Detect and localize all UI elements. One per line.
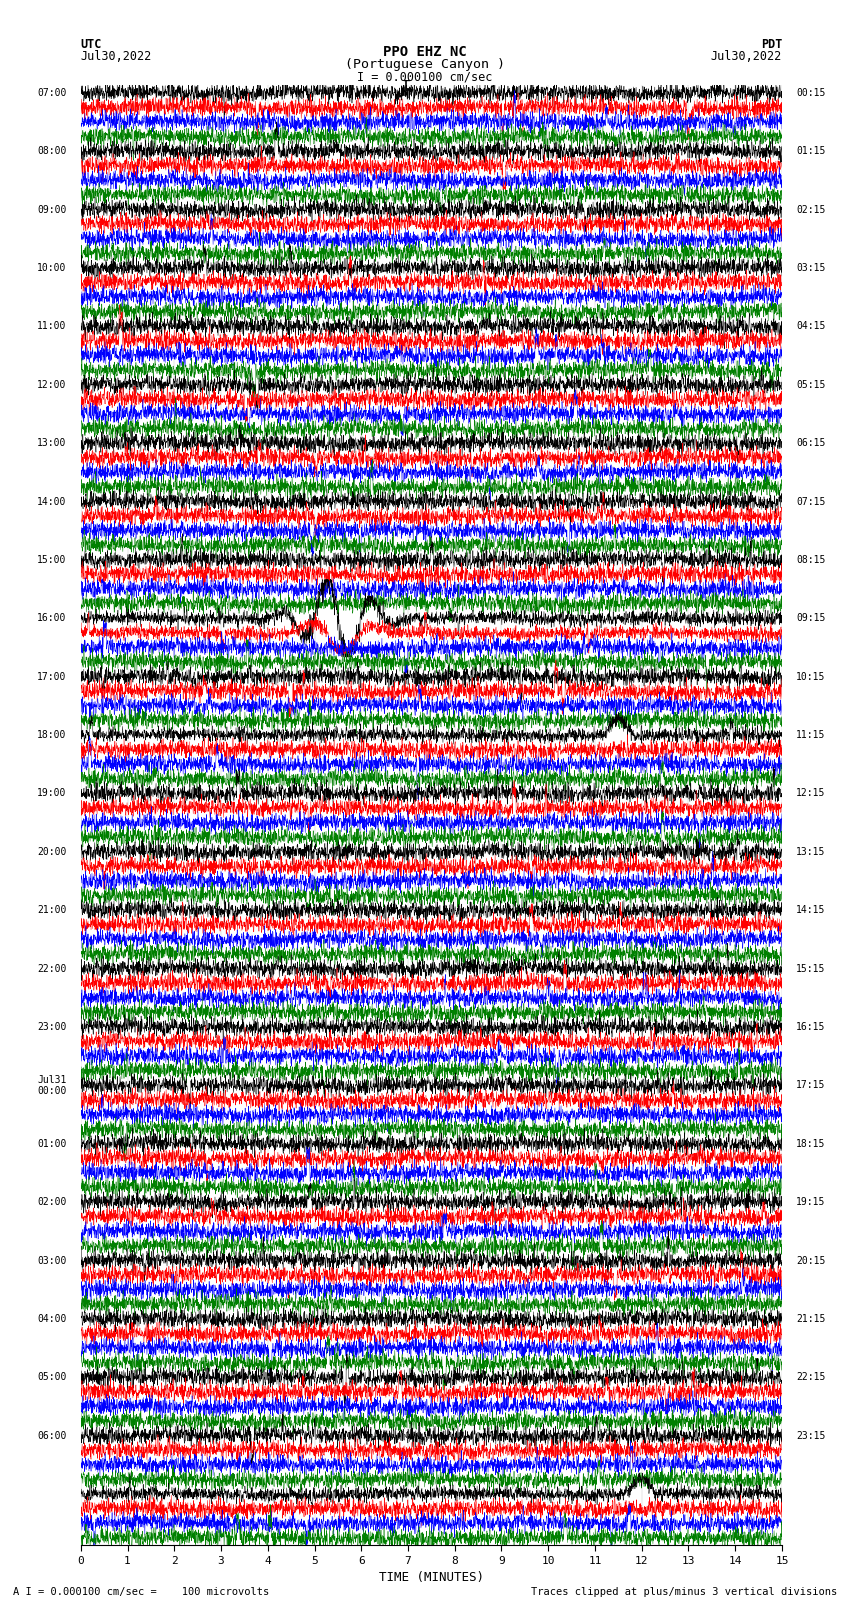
Text: 13:00: 13:00 xyxy=(37,439,66,448)
Text: 04:15: 04:15 xyxy=(796,321,825,331)
Text: 20:15: 20:15 xyxy=(796,1255,825,1266)
Text: Jul30,2022: Jul30,2022 xyxy=(81,50,152,63)
Text: 06:00: 06:00 xyxy=(37,1431,66,1440)
Text: 09:00: 09:00 xyxy=(37,205,66,215)
Text: 05:15: 05:15 xyxy=(796,379,825,390)
Text: 02:00: 02:00 xyxy=(37,1197,66,1207)
Text: 22:15: 22:15 xyxy=(796,1373,825,1382)
Text: 01:15: 01:15 xyxy=(796,147,825,156)
Text: PDT: PDT xyxy=(761,37,782,50)
Text: 23:00: 23:00 xyxy=(37,1023,66,1032)
Text: 21:00: 21:00 xyxy=(37,905,66,915)
X-axis label: TIME (MINUTES): TIME (MINUTES) xyxy=(379,1571,484,1584)
Text: 11:00: 11:00 xyxy=(37,321,66,331)
Text: 18:00: 18:00 xyxy=(37,731,66,740)
Text: 00:15: 00:15 xyxy=(796,87,825,98)
Text: 03:15: 03:15 xyxy=(796,263,825,273)
Text: 11:15: 11:15 xyxy=(796,731,825,740)
Text: 12:15: 12:15 xyxy=(796,789,825,798)
Text: 15:00: 15:00 xyxy=(37,555,66,565)
Text: 08:15: 08:15 xyxy=(796,555,825,565)
Text: 23:15: 23:15 xyxy=(796,1431,825,1440)
Text: 17:15: 17:15 xyxy=(796,1081,825,1090)
Text: 07:00: 07:00 xyxy=(37,87,66,98)
Text: 08:00: 08:00 xyxy=(37,147,66,156)
Text: A I = 0.000100 cm/sec =    100 microvolts: A I = 0.000100 cm/sec = 100 microvolts xyxy=(13,1587,269,1597)
Text: 21:15: 21:15 xyxy=(796,1315,825,1324)
Text: (Portuguese Canyon ): (Portuguese Canyon ) xyxy=(345,58,505,71)
Text: 22:00: 22:00 xyxy=(37,963,66,974)
Text: 14:15: 14:15 xyxy=(796,905,825,915)
Text: Jul30,2022: Jul30,2022 xyxy=(711,50,782,63)
Text: 13:15: 13:15 xyxy=(796,847,825,857)
Text: 07:15: 07:15 xyxy=(796,497,825,506)
Text: 01:00: 01:00 xyxy=(37,1139,66,1148)
Text: 19:00: 19:00 xyxy=(37,789,66,798)
Text: 19:15: 19:15 xyxy=(796,1197,825,1207)
Text: 17:00: 17:00 xyxy=(37,671,66,682)
Text: Traces clipped at plus/minus 3 vertical divisions: Traces clipped at plus/minus 3 vertical … xyxy=(531,1587,837,1597)
Text: 09:15: 09:15 xyxy=(796,613,825,623)
Text: 16:15: 16:15 xyxy=(796,1023,825,1032)
Text: 10:00: 10:00 xyxy=(37,263,66,273)
Text: Jul31
00:00: Jul31 00:00 xyxy=(37,1074,66,1097)
Text: 02:15: 02:15 xyxy=(796,205,825,215)
Text: 10:15: 10:15 xyxy=(796,671,825,682)
Text: 16:00: 16:00 xyxy=(37,613,66,623)
Text: I = 0.000100 cm/sec: I = 0.000100 cm/sec xyxy=(357,69,493,84)
Text: 20:00: 20:00 xyxy=(37,847,66,857)
Text: 12:00: 12:00 xyxy=(37,379,66,390)
Text: UTC: UTC xyxy=(81,37,102,50)
Text: 15:15: 15:15 xyxy=(796,963,825,974)
Text: PPO EHZ NC: PPO EHZ NC xyxy=(383,45,467,58)
Text: 03:00: 03:00 xyxy=(37,1255,66,1266)
Text: 18:15: 18:15 xyxy=(796,1139,825,1148)
Text: 05:00: 05:00 xyxy=(37,1373,66,1382)
Text: 04:00: 04:00 xyxy=(37,1315,66,1324)
Text: 06:15: 06:15 xyxy=(796,439,825,448)
Text: 14:00: 14:00 xyxy=(37,497,66,506)
